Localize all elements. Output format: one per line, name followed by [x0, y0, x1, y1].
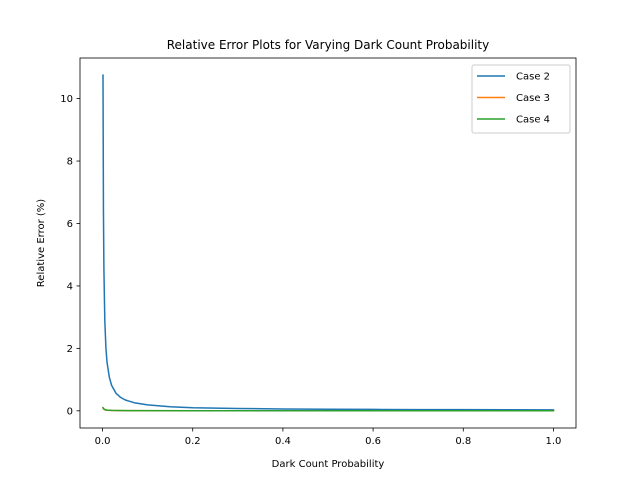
y-tick-label: 6 — [67, 219, 73, 230]
plot-area — [101, 74, 555, 412]
x-axis: 0.0 0.2 0.4 0.6 0.8 1.0 — [95, 428, 562, 447]
series-layer — [101, 74, 555, 412]
x-tick-label: 1.0 — [546, 436, 562, 447]
axes-frame — [79, 57, 577, 429]
x-axis-label: Dark Count Probability — [272, 459, 385, 470]
legend-label: Case 3 — [516, 93, 550, 104]
y-tick-label: 8 — [67, 157, 73, 168]
x-tick-label: 0.6 — [365, 436, 381, 447]
y-tick-label: 4 — [67, 281, 73, 292]
legend-label: Case 2 — [516, 72, 550, 83]
y-tick-label: 2 — [67, 344, 73, 355]
chart-title: Relative Error Plots for Varying Dark Co… — [167, 38, 489, 52]
series-line-case-4 — [101, 406, 555, 412]
x-tick-label: 0.8 — [455, 436, 471, 447]
x-tick-label: 0.4 — [275, 436, 291, 447]
y-tick-label: 10 — [60, 94, 73, 105]
y-axis: 0 2 4 6 8 10 — [60, 94, 80, 417]
x-tick-label: 0.0 — [95, 436, 111, 447]
x-tick-label: 0.2 — [185, 436, 201, 447]
y-axis-label: Relative Error (%) — [36, 199, 47, 287]
legend: Case 2 Case 3 Case 4 — [471, 64, 571, 134]
legend-label: Case 4 — [516, 115, 550, 126]
y-tick-label: 0 — [67, 406, 73, 417]
legend-frame — [471, 64, 571, 134]
series-line-case-2 — [102, 74, 555, 411]
